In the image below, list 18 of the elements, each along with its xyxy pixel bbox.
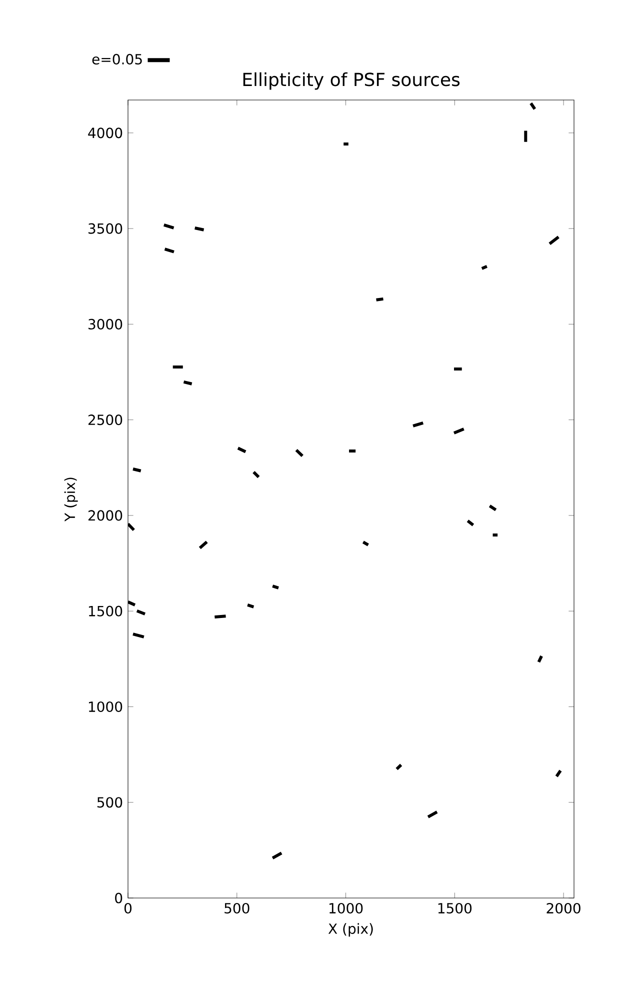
- x-tick-label: 1500: [438, 902, 472, 914]
- x-tick-label: 2000: [546, 902, 580, 914]
- y-tick-label: 500: [97, 797, 122, 808]
- y-tick-label: 2500: [88, 414, 122, 426]
- x-axis-title: X (pix): [328, 923, 373, 937]
- x-tick-label: 0: [124, 902, 132, 914]
- y-tick-label: 3500: [88, 223, 122, 234]
- y-tick-label: 2000: [88, 510, 122, 521]
- y-tick-label: 1500: [88, 606, 122, 616]
- x-tick-label: 1000: [329, 902, 363, 914]
- y-tick-label: 4000: [88, 128, 122, 138]
- chart-title: Ellipticity of PSF sources: [243, 72, 460, 90]
- y-tick-label: 3000: [88, 318, 122, 330]
- y-axis-title: Y (pix): [64, 478, 78, 522]
- y-tick-label: 1000: [88, 701, 122, 712]
- x-tick-label: 500: [224, 902, 250, 914]
- legend-label: e=0.05: [92, 54, 142, 64]
- y-tick-label: 0: [115, 892, 122, 904]
